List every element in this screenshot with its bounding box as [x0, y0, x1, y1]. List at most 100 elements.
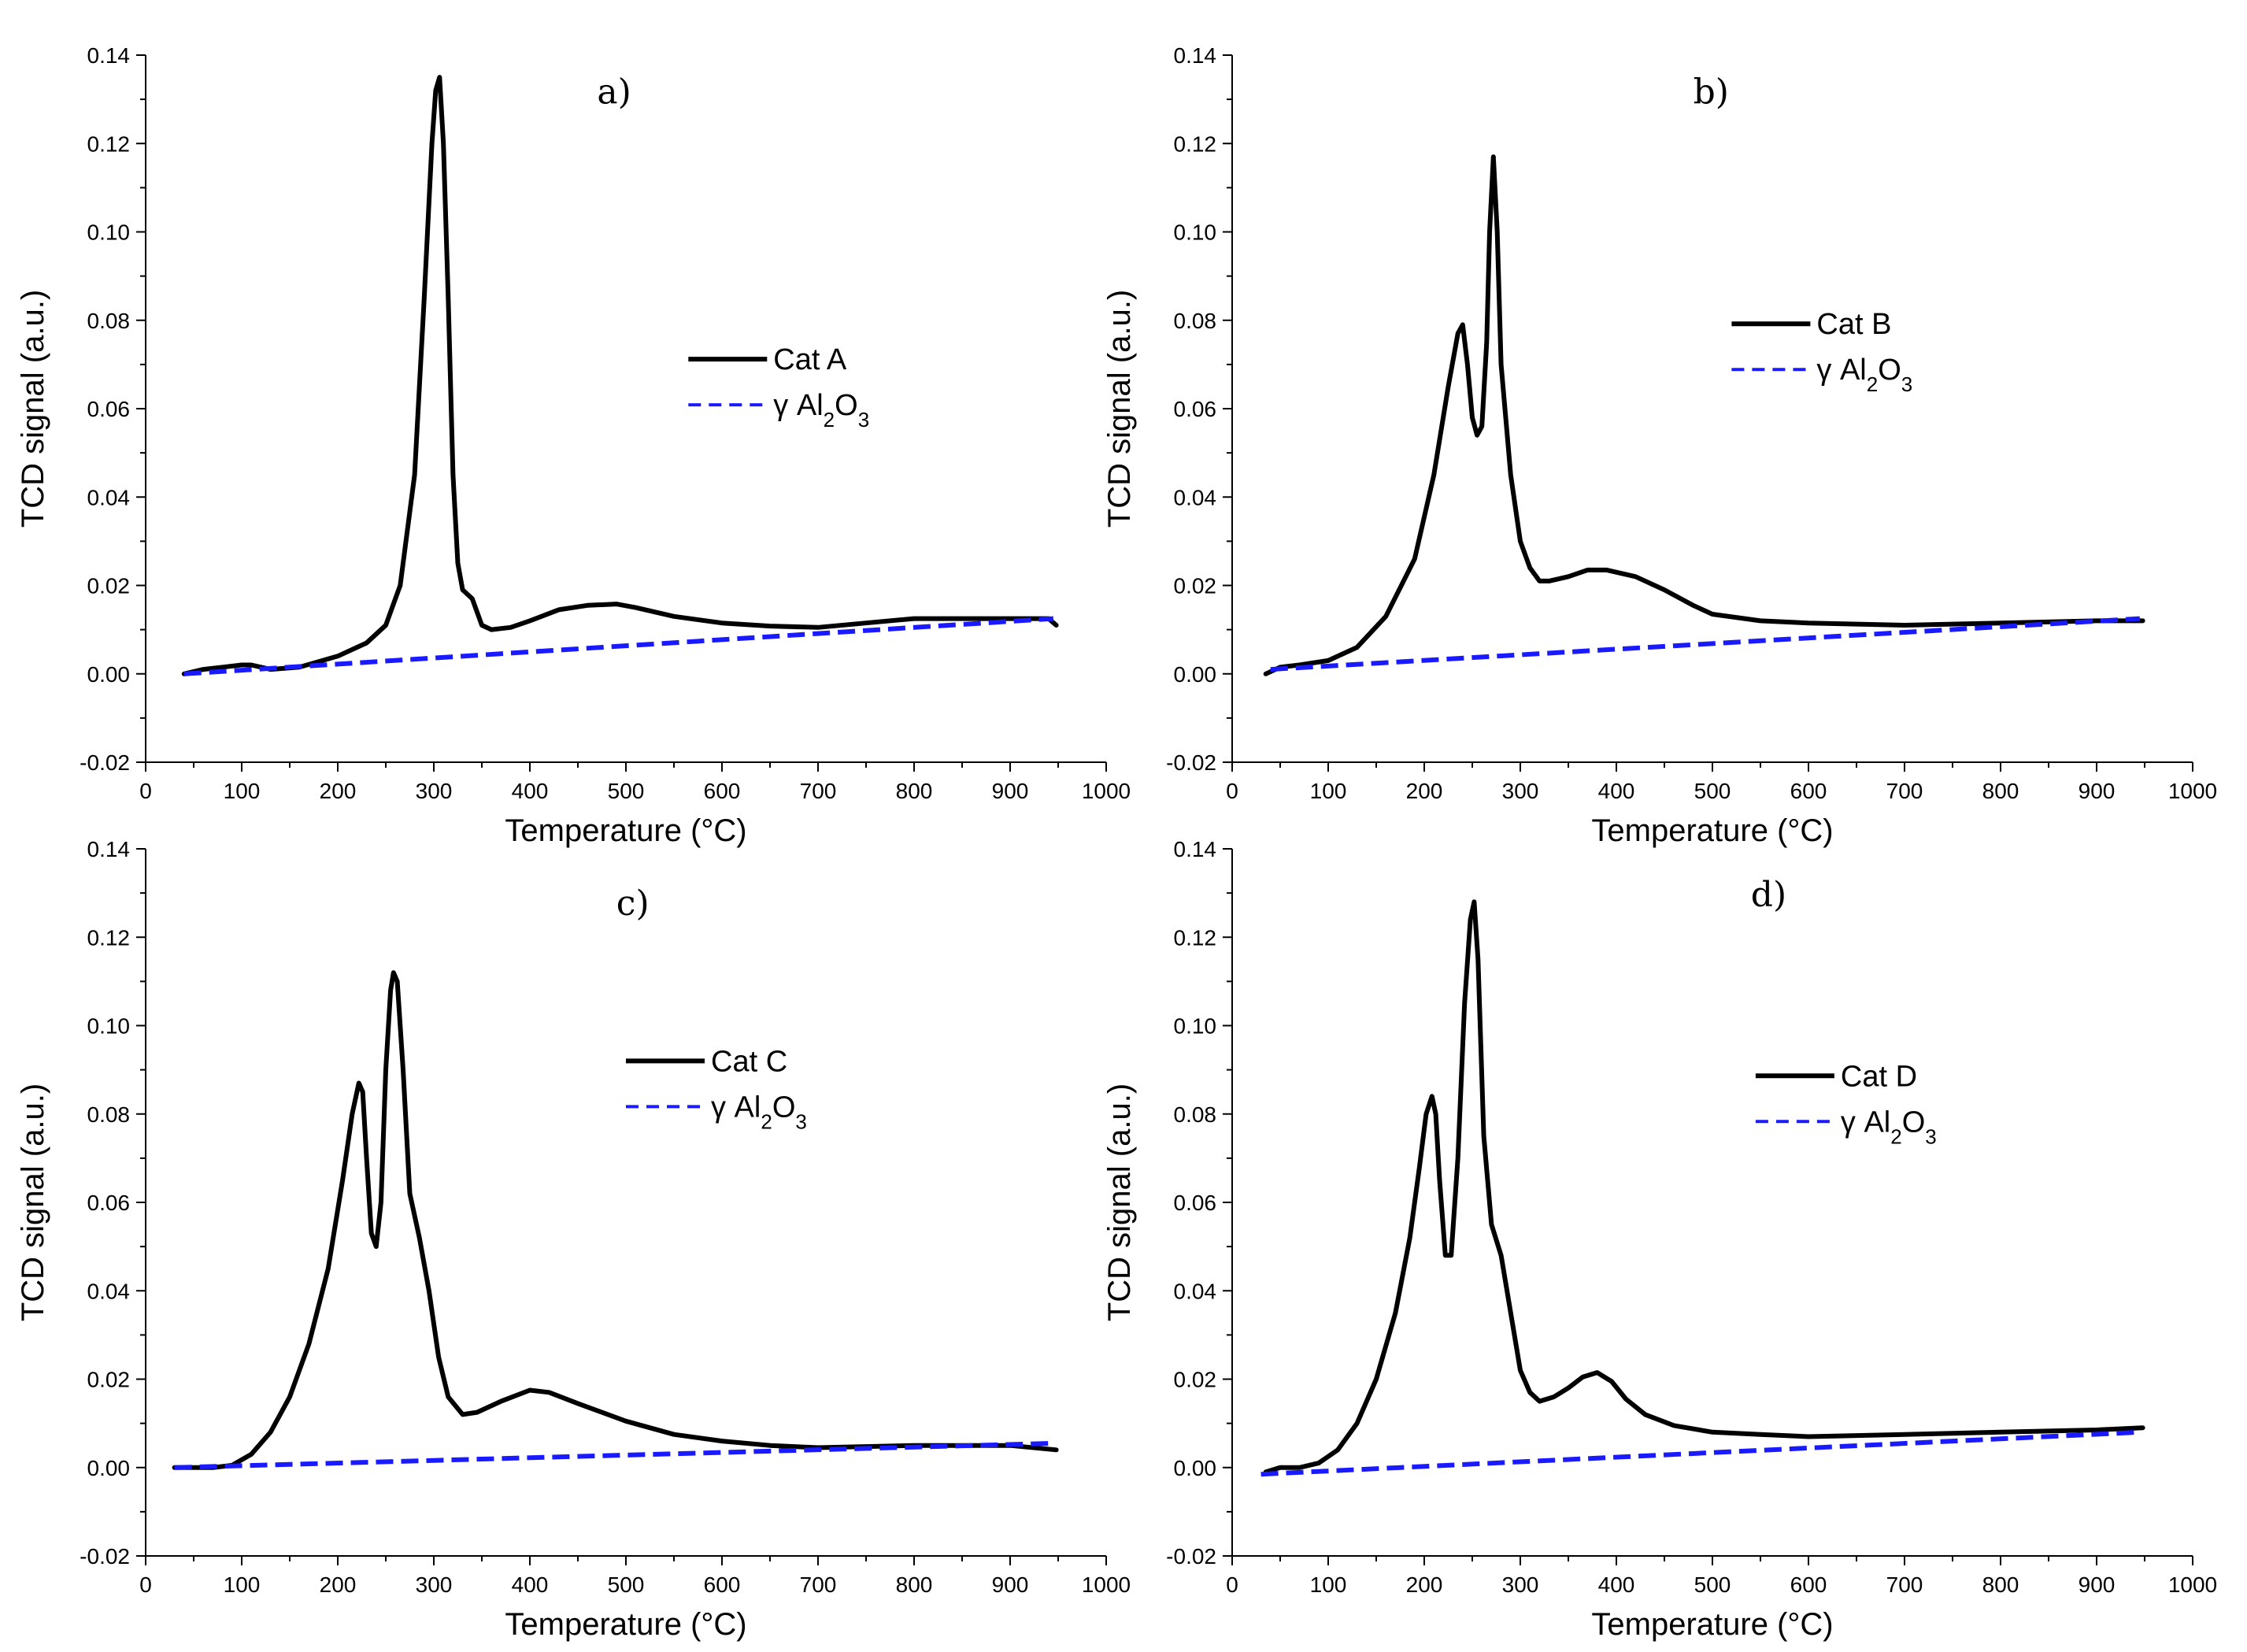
x-tick-label: 700: [800, 1572, 837, 1597]
y-axis-title: TCD signal (a.u.): [1102, 290, 1137, 528]
x-tick-label: 1000: [1082, 779, 1131, 803]
chart-panel-1: 0 100 200 300 400 500 600 700 800 900 1000 -0.02 0.0…: [16, 43, 1131, 848]
y-tick-label: 0.12: [1174, 925, 1217, 950]
x-axis-title: Temperature (°C): [1591, 1607, 1833, 1642]
y-axis-title: TCD signal (a.u.): [1102, 1083, 1137, 1321]
y-tick-label: 0.08: [87, 309, 131, 333]
x-tick-label: 500: [608, 779, 645, 803]
legend-label-part: O: [835, 389, 858, 422]
y-tick-label: -0.02: [80, 750, 130, 775]
y-tick-label: 0.14: [87, 837, 131, 861]
x-tick-label: 100: [224, 1572, 261, 1597]
y-tick-label: 0.00: [1174, 662, 1217, 687]
legend-label-part: O: [772, 1091, 796, 1124]
x-tick-label: 1000: [2168, 779, 2217, 803]
x-axis-title: Temperature (°C): [1591, 813, 1833, 848]
legend-label: Cat A: [773, 343, 847, 376]
legend: Cat D γ Al2O3: [1755, 1060, 1937, 1148]
legend-label-part: O: [1878, 354, 1901, 387]
y-axis-title: TCD signal (a.u.): [16, 290, 50, 528]
y-tick-label: -0.02: [1166, 1544, 1216, 1569]
series-line-alumina: [1260, 1429, 2141, 1477]
x-tick-label: 700: [800, 779, 837, 803]
legend-label-sub: 3: [858, 408, 869, 432]
x-tick-label: 800: [896, 779, 933, 803]
y-tick-label: -0.02: [1166, 750, 1216, 775]
x-axis-title: Temperature (°C): [505, 1607, 746, 1642]
y-tick-label: 0.04: [1174, 485, 1217, 509]
x-tick-label: 0: [1226, 779, 1238, 803]
x-tick-label: 900: [992, 779, 1029, 803]
chart-panel-3: 0 100 200 300 400 500 600 700 800 900 1000 -0.02 0.0…: [16, 837, 1131, 1642]
y-tick-label: 0.00: [1174, 1456, 1217, 1480]
legend-label-part: γ Al: [773, 389, 823, 422]
y-axis-title: TCD signal (a.u.): [16, 1083, 50, 1321]
series-line-alumina: [174, 1440, 1053, 1470]
y-tick-label: 0.10: [87, 1014, 131, 1039]
x-tick-label: 400: [512, 1572, 549, 1597]
legend: Cat B γ Al2O3: [1731, 308, 1912, 396]
y-tick-label: 0.02: [1174, 1368, 1217, 1392]
x-tick-label: 100: [1310, 1572, 1347, 1597]
legend-label-sub: 3: [795, 1109, 806, 1133]
x-tick-label: 100: [1310, 779, 1347, 803]
panel-label: a): [597, 72, 631, 113]
y-tick-label: 0.10: [1174, 1014, 1217, 1039]
series-line-catalyst: [1263, 899, 2145, 1475]
y-tick-label: 0.04: [1174, 1279, 1217, 1303]
legend-label: Cat B: [1816, 308, 1891, 341]
legend-label-sub: 2: [1867, 372, 1878, 396]
x-tick-label: 600: [704, 1572, 741, 1597]
x-tick-label: 600: [1790, 1572, 1827, 1597]
x-tick-label: 900: [992, 1572, 1029, 1597]
y-tick-label: 0.06: [87, 1191, 131, 1215]
legend-label: Cat C: [711, 1045, 787, 1078]
legend-label-part: γ Al: [1841, 1106, 1890, 1139]
x-tick-label: 600: [704, 779, 741, 803]
x-tick-label: 800: [1982, 779, 2019, 803]
y-tick-label: -0.02: [80, 1544, 130, 1569]
legend-label-sub: 2: [761, 1109, 772, 1133]
legend-label-sub: 2: [1890, 1124, 1901, 1148]
y-tick-label: 0.02: [1174, 574, 1217, 598]
x-tick-label: 300: [416, 779, 453, 803]
chart-panel-2: 0 100 200 300 400 500 600 700 800 900 1000 -0.02 0.0…: [1102, 43, 2217, 848]
x-tick-label: 300: [1502, 779, 1539, 803]
y-tick-label: 0.06: [1174, 1191, 1217, 1215]
legend-label: γ Al2O3: [773, 389, 869, 432]
y-tick-label: 0.08: [1174, 1102, 1217, 1127]
legend: Cat C γ Al2O3: [626, 1045, 807, 1133]
y-tick-label: 0.00: [87, 662, 131, 687]
legend-label-sub: 3: [1925, 1124, 1936, 1148]
x-tick-label: 200: [320, 1572, 357, 1597]
x-axis-title: Temperature (°C): [505, 813, 746, 848]
x-tick-label: 700: [1886, 1572, 1923, 1597]
x-tick-label: 200: [1406, 779, 1443, 803]
x-tick-label: 1000: [2168, 1572, 2217, 1597]
legend-label: γ Al2O3: [1841, 1106, 1937, 1148]
y-tick-label: 0.04: [87, 1279, 131, 1303]
x-tick-label: 100: [224, 779, 261, 803]
x-tick-label: 0: [1226, 1572, 1238, 1597]
legend-label-sub: 2: [824, 408, 835, 432]
x-tick-label: 1000: [1082, 1572, 1131, 1597]
y-tick-label: 0.02: [87, 574, 131, 598]
chart-panel-4: 0 100 200 300 400 500 600 700 800 900 1000 -0.02 0.0…: [1102, 837, 2217, 1642]
x-tick-label: 400: [1598, 1572, 1635, 1597]
x-tick-label: 500: [1694, 1572, 1731, 1597]
legend-label: γ Al2O3: [711, 1091, 807, 1133]
series-line-alumina: [1270, 616, 2141, 672]
x-tick-label: 200: [1406, 1572, 1443, 1597]
y-tick-label: 0.14: [1174, 43, 1217, 68]
panel-label: c): [616, 883, 650, 924]
y-tick-label: 0.04: [87, 485, 131, 509]
x-tick-label: 800: [1982, 1572, 2019, 1597]
y-tick-label: 0.14: [1174, 837, 1217, 861]
legend-label: γ Al2O3: [1816, 354, 1912, 396]
y-tick-label: 0.08: [1174, 309, 1217, 333]
legend-label-part: O: [1902, 1106, 1926, 1139]
y-tick-label: 0.12: [1174, 131, 1217, 156]
series-line-alumina: [183, 616, 1054, 676]
panel-label: b): [1694, 72, 1729, 113]
